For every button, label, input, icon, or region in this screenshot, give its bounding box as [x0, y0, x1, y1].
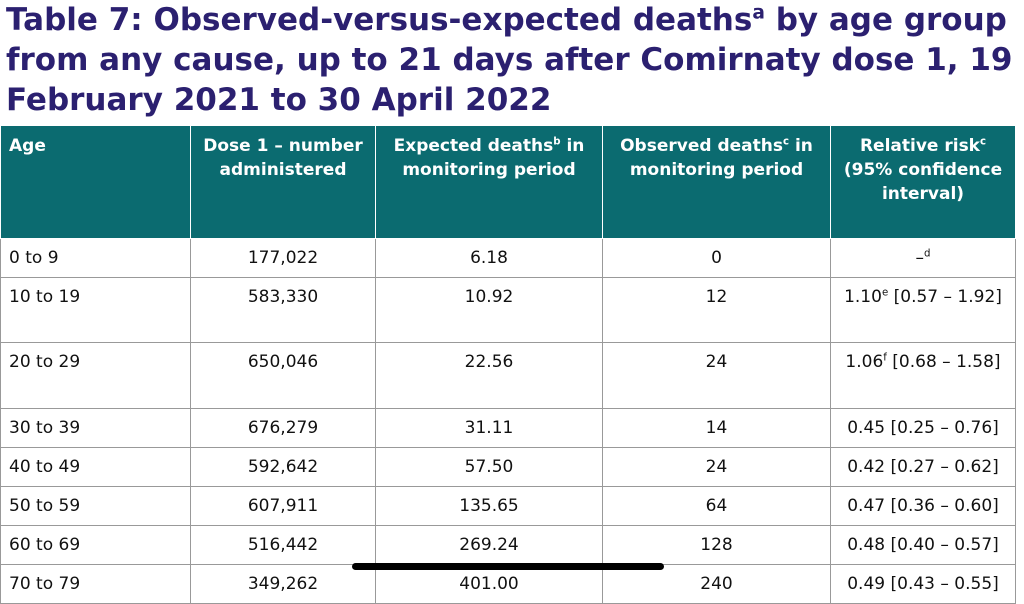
title-text: Table 7: Observed-versus-expected deaths	[6, 2, 753, 38]
table-cell: 60 to 69	[0, 525, 191, 565]
header-cell: Relative riskc (95% confidence interval)	[830, 125, 1016, 239]
table-cell: 57.50	[375, 447, 603, 487]
table-cell: 583,330	[190, 277, 376, 343]
table-cell: 50 to 59	[0, 486, 191, 526]
table-cell: 516,442	[190, 525, 376, 565]
redaction-line	[352, 563, 664, 570]
table-cell: 70 to 79	[0, 564, 191, 604]
cell-text: Dose 1 – number administered	[203, 136, 363, 180]
table-body: 0 to 9 177,022 6.18 0 –d 10 to 19 583,330 10.92…	[0, 238, 1016, 604]
header-row: Age Dose 1 – number administered Expected …	[0, 125, 1016, 239]
cell-sup: c	[980, 136, 987, 148]
table-cell: –d	[830, 238, 1016, 278]
cell-text: [0.68 – 1.58]	[886, 352, 1001, 372]
cell-sup: b	[553, 136, 561, 148]
cell-text: [0.57 – 1.92]	[888, 287, 1002, 307]
table-cell: 24	[602, 447, 831, 487]
table-cell: 1.06f [0.68 – 1.58]	[830, 342, 1016, 409]
cell-text: 1.10	[844, 287, 882, 307]
cell-text: Age	[9, 136, 46, 156]
table-cell: 177,022	[190, 238, 376, 278]
table-cell: 0.48 [0.40 – 0.57]	[830, 525, 1016, 565]
table-cell: 6.18	[375, 238, 603, 278]
table-cell: 1.10e [0.57 – 1.92]	[830, 277, 1016, 343]
table-cell: 0.42 [0.27 – 0.62]	[830, 447, 1016, 487]
table-cell: 135.65	[375, 486, 603, 526]
table-cell: 24	[602, 342, 831, 409]
table-cell: 20 to 29	[0, 342, 191, 409]
cell-text: in monitoring period	[402, 136, 585, 180]
header-cell: Observed deathsc in monitoring period	[602, 125, 831, 239]
table-cell: 0	[602, 238, 831, 278]
cell-sup: f	[883, 352, 887, 364]
table-row: 30 to 39 676,279 31.11 14 0.45 [0.25 – 0.76]	[0, 408, 1016, 448]
table-cell: 401.00	[375, 564, 603, 604]
cell-sup: e	[881, 287, 889, 299]
table-cell: 10 to 19	[0, 277, 191, 343]
cell-text: (95% confidence interval)	[843, 160, 1003, 204]
table-row: 70 to 79 349,262 401.00 240 0.49 [0.43 – 0.5…	[0, 564, 1016, 604]
cell-sup: d	[924, 248, 931, 260]
cell-text: –	[915, 248, 925, 268]
table-cell: 0.49 [0.43 – 0.55]	[830, 564, 1016, 604]
table-row: 50 to 59 607,911 135.65 64 0.47 [0.36 – 0.60…	[0, 486, 1016, 526]
cell-text: Relative risk	[859, 136, 980, 156]
cell-sup: c	[782, 136, 790, 148]
table-cell: 592,642	[190, 447, 376, 487]
table-cell: 12	[602, 277, 831, 343]
table-row: 10 to 19 583,330 10.92 12 1.10e [0.57 – 1.92…	[0, 277, 1016, 343]
table-row: 40 to 49 592,642 57.50 24 0.42 [0.27 – 0.62]	[0, 447, 1016, 487]
table-cell: 269.24	[375, 525, 603, 565]
table-cell: 14	[602, 408, 831, 448]
table-cell: 10.92	[375, 277, 603, 343]
table-cell: 0.45 [0.25 – 0.76]	[830, 408, 1016, 448]
table-row: 0 to 9 177,022 6.18 0 –d	[0, 238, 1016, 278]
title: Table 7: Observed-versus-expected deaths…	[6, 0, 1016, 120]
table-cell: 64	[602, 486, 831, 526]
header-cell: Expected deathsb in monitoring period	[375, 125, 603, 239]
table-cell: 607,911	[190, 486, 376, 526]
header-cell: Age	[0, 125, 191, 239]
table-row: 60 to 69 516,442 269.24 128 0.48 [0.40 – 0.5…	[0, 525, 1016, 565]
cell-text: Expected deaths	[393, 136, 554, 156]
header-cell: Dose 1 – number administered	[190, 125, 376, 239]
table-row: 20 to 29 650,046 22.56 24 1.06f [0.68 – 1.58…	[0, 342, 1016, 409]
table-cell: 349,262	[190, 564, 376, 604]
title-text: by age group from any cause, up to 21 da…	[6, 2, 1013, 118]
table: Age Dose 1 – number administered Expected …	[0, 125, 1016, 604]
table-cell: 676,279	[190, 408, 376, 448]
cell-text: 1.06	[845, 352, 884, 372]
cell-text: in monitoring period	[629, 136, 813, 180]
cell-text: Observed deaths	[620, 136, 783, 156]
title-sup: a	[752, 2, 765, 24]
table-cell: 22.56	[375, 342, 603, 409]
table-cell: 40 to 49	[0, 447, 191, 487]
table-cell: 0 to 9	[0, 238, 191, 278]
table-cell: 128	[602, 525, 831, 565]
table-cell: 0.47 [0.36 – 0.60]	[830, 486, 1016, 526]
table-cell: 30 to 39	[0, 408, 191, 448]
table-cell: 31.11	[375, 408, 603, 448]
table-cell: 240	[602, 564, 831, 604]
table-cell: 650,046	[190, 342, 376, 409]
